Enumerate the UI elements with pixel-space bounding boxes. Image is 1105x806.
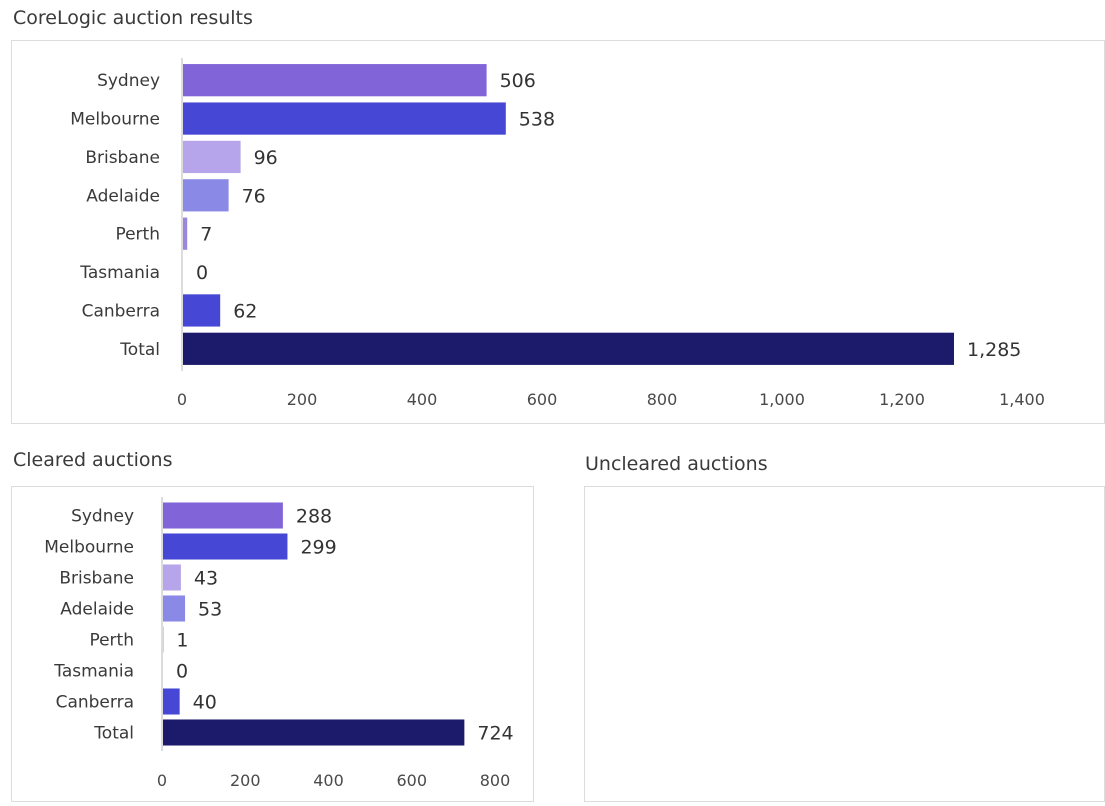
cleared-bar-chart: Sydney 288 Melbourne 299 Brisbane 43 Adelaide 5…	[44, 497, 514, 790]
cleared-tick-label: 600	[396, 771, 427, 790]
cleared-bar-adelaide	[163, 595, 186, 622]
cleared-chart-title: Cleared auctions	[13, 449, 173, 471]
cleared-category-label-brisbane: Brisbane	[59, 569, 134, 589]
cleared-category-label-tasmania: Tasmania	[53, 662, 134, 682]
cleared-tick-label: 800	[480, 771, 511, 790]
main-value-label-sydney: 506	[500, 70, 536, 92]
main-value-label-melbourne: 538	[519, 109, 555, 131]
main-chart-title: CoreLogic auction results	[13, 7, 253, 29]
main-value-label-canberra: 62	[233, 300, 257, 322]
main-bar-total	[183, 332, 954, 365]
main-category-label-brisbane: Brisbane	[85, 148, 160, 168]
main-category-label-total: Total	[119, 340, 160, 360]
cleared-category-label-canberra: Canberra	[56, 693, 134, 713]
main-tick-label: 800	[647, 390, 678, 409]
main-chart-panel: Sydney 506 Melbourne 538 Brisbane 96 Adelaide 7…	[11, 40, 1105, 424]
main-bar-brisbane	[183, 140, 241, 174]
main-tick-label: 400	[407, 390, 438, 409]
cleared-tick-label: 200	[230, 771, 261, 790]
main-tick-label: 1,400	[999, 390, 1045, 409]
cleared-bar-brisbane	[163, 564, 181, 591]
main-value-label-perth: 7	[200, 224, 212, 246]
main-value-label-total: 1,285	[967, 339, 1021, 361]
main-bar-adelaide	[183, 179, 229, 212]
main-tick-label: 1,000	[759, 390, 805, 409]
cleared-tick-label: 400	[313, 771, 344, 790]
main-tick-label: 0	[177, 390, 187, 409]
cleared-bar-canberra	[163, 688, 180, 715]
cleared-category-label-adelaide: Adelaide	[60, 600, 134, 620]
cleared-value-label-sydney: 288	[296, 506, 332, 528]
main-bar-sydney	[183, 64, 487, 97]
main-tick-label: 200	[287, 390, 318, 409]
cleared-bar-sydney	[163, 502, 283, 529]
cleared-value-label-brisbane: 43	[194, 568, 218, 590]
cleared-chart-panel: Sydney 288 Melbourne 299 Brisbane 43 Adelaide 5…	[11, 486, 534, 802]
main-bar-canberra	[183, 294, 221, 327]
cleared-category-label-sydney: Sydney	[71, 507, 134, 527]
main-bar-chart: Sydney 506 Melbourne 538 Brisbane 96 Adelaide 7…	[70, 58, 1045, 409]
main-category-label-melbourne: Melbourne	[70, 110, 160, 130]
main-value-label-adelaide: 76	[242, 185, 266, 207]
cleared-tick-label: 0	[157, 771, 167, 790]
main-category-label-sydney: Sydney	[97, 71, 160, 91]
cleared-value-label-tasmania: 0	[176, 661, 188, 683]
main-bar-melbourne	[183, 102, 506, 135]
main-category-label-adelaide: Adelaide	[86, 186, 160, 206]
main-category-label-perth: Perth	[115, 225, 160, 245]
cleared-value-label-canberra: 40	[193, 692, 217, 714]
cleared-category-label-total: Total	[93, 724, 134, 744]
cleared-value-label-adelaide: 53	[198, 599, 222, 621]
cleared-bar-total	[163, 719, 465, 746]
cleared-value-label-melbourne: 299	[300, 537, 336, 559]
main-value-label-tasmania: 0	[196, 262, 208, 284]
uncleared-chart-panel	[584, 486, 1105, 802]
uncleared-chart-title: Uncleared auctions	[585, 453, 768, 475]
main-tick-label: 600	[527, 390, 558, 409]
cleared-category-label-melbourne: Melbourne	[44, 538, 134, 558]
main-category-label-tasmania: Tasmania	[79, 263, 160, 283]
cleared-category-label-perth: Perth	[89, 631, 134, 651]
cleared-value-label-perth: 1	[176, 630, 188, 652]
main-value-label-brisbane: 96	[254, 147, 278, 169]
main-category-label-canberra: Canberra	[82, 301, 160, 321]
cleared-value-label-total: 724	[477, 723, 513, 745]
main-bar-perth	[183, 217, 188, 250]
main-tick-label: 1,200	[879, 390, 925, 409]
cleared-bar-melbourne	[163, 533, 288, 560]
